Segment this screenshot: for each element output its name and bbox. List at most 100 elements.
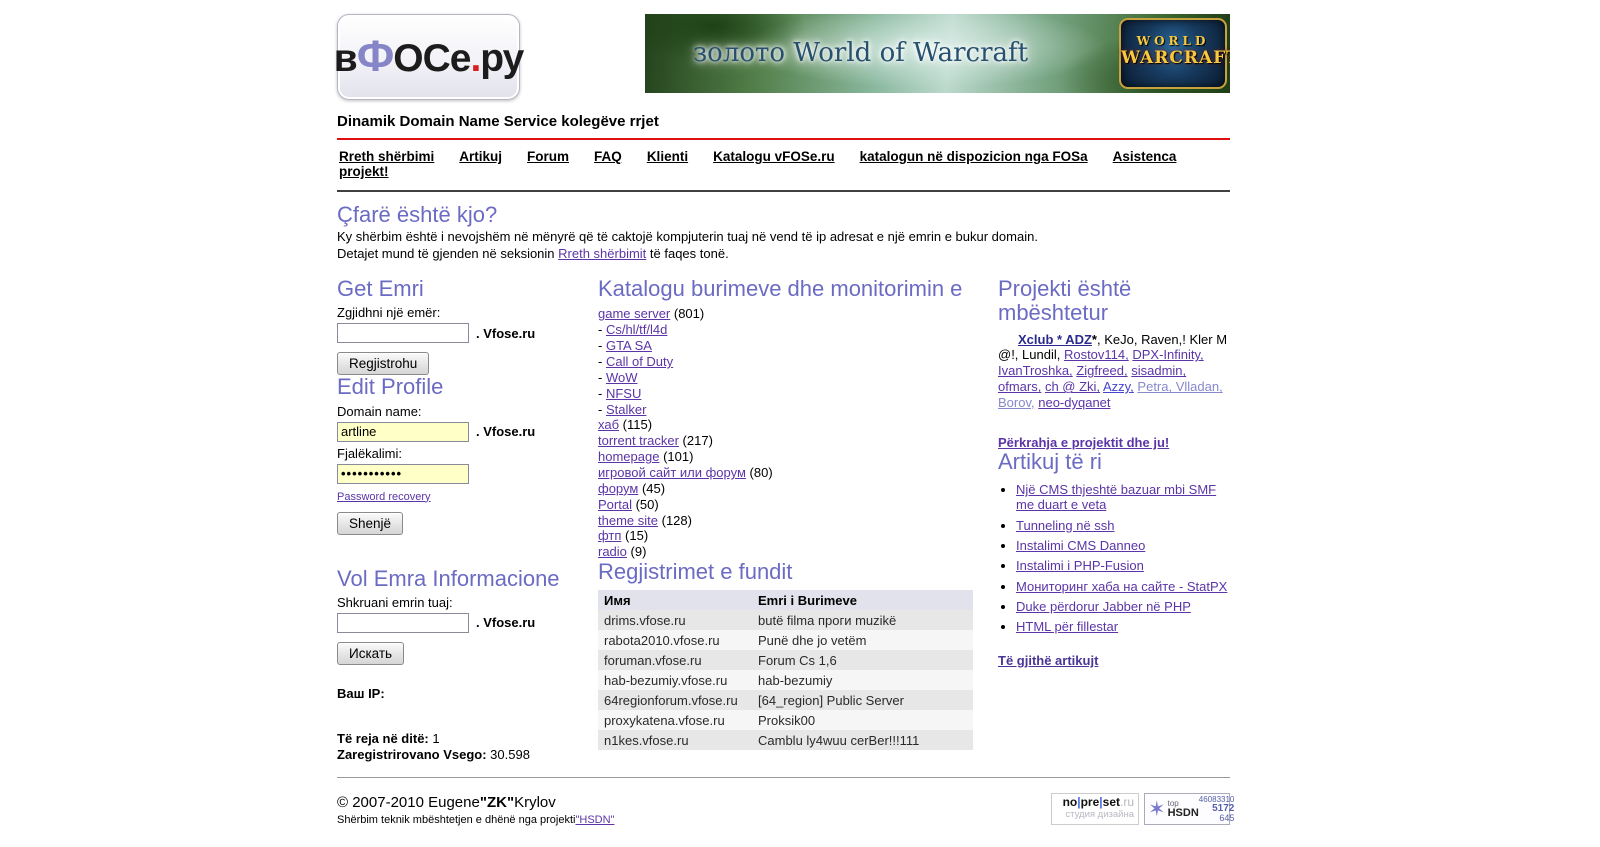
nav-item[interactable]: Asistenca projekt! (339, 149, 1177, 179)
article-link[interactable]: Мониторинг хаба на сайте - StatPX (1016, 578, 1228, 594)
catalog-count: (50) (635, 496, 659, 512)
catalog-link[interactable]: игровой сайт или форум (598, 465, 746, 481)
logo-part: ру (480, 37, 524, 80)
catalog-link[interactable]: homepage (598, 449, 660, 465)
warcraft-logo-line1: WORLD (1136, 34, 1210, 48)
hsdn-counter-1: 46083310 (1198, 794, 1235, 804)
tech-support-text: Shërbim teknik mbështetjen e dhënë nga p… (337, 814, 576, 827)
catalog-link[interactable]: фтп (598, 528, 622, 544)
whois-input[interactable] (337, 612, 469, 633)
middle-column: Katalogu burimeve dhe monitorimin e game… (598, 277, 998, 763)
article-link[interactable]: Një CMS thjeshtë bazuar mbi SMF me duart… (1016, 482, 1217, 513)
site-logo[interactable]: вФОСе.ру (333, 14, 524, 100)
catalog-link[interactable]: NFSU (605, 385, 642, 401)
nav-item[interactable]: Forum (527, 149, 570, 164)
table-row: hab-bezumiy.vfose.ru hab-bezumiy (598, 670, 973, 691)
left-column: Get Emri Zgjidhni një emër: . Vfose.ru R… (337, 277, 598, 763)
registered-total-value: 30.598 (486, 747, 530, 763)
catalog-link[interactable]: theme site (598, 512, 658, 528)
supporter-link[interactable]: neo-dyqanet (1038, 395, 1111, 411)
nav-item[interactable]: Artikuj (459, 149, 503, 164)
supporter-link[interactable]: DPX-Infinity, (1132, 347, 1204, 363)
catalog-count: (15) (625, 528, 649, 544)
footer: © 2007-2010 Eugene"ZK"Krylov Shërbim tek… (337, 777, 1234, 847)
catalog-link[interactable]: WoW (605, 369, 638, 385)
catalog-link[interactable]: форум (598, 480, 639, 496)
article-item: Tunneling në ssh (1016, 518, 1230, 533)
logo-part: в (333, 37, 358, 80)
article-link[interactable]: Instalimi i PHP-Fusion (1016, 558, 1144, 574)
catalog-row: Portal (50) (598, 497, 998, 513)
password-input[interactable] (337, 463, 469, 484)
catalog-row: - Stalker (598, 402, 998, 418)
nav-item[interactable]: katalogun në dispozicion nga FOSa (859, 149, 1088, 164)
catalog-link[interactable]: game server (598, 306, 671, 322)
register-button[interactable]: Regjistrohu (337, 352, 430, 376)
article-item: Një CMS thjeshtë bazuar mbi SMF me duart… (1016, 482, 1230, 513)
table-row: 64regionforum.vfose.ru [64_region] Public… (598, 690, 973, 711)
all-articles-link[interactable]: Të gjithë artikujt (998, 652, 1099, 668)
catalog-link[interactable]: torrent tracker (598, 433, 679, 449)
article-link[interactable]: Tunneling në ssh (1016, 517, 1115, 533)
catalog-count: (9) (630, 544, 647, 560)
supporter-link[interactable]: Petra, Vlladan, Borov, (998, 379, 1223, 411)
supporter-link[interactable]: Rostov114, (1063, 347, 1129, 363)
banner-ad[interactable]: золото World of Warcraft WORLD WARCRAFT (645, 14, 1230, 93)
hsdn-link[interactable]: "HSDN" (575, 814, 615, 827)
article-link[interactable]: Duke përdorur Jabber në PHP (1016, 599, 1191, 615)
nav-item[interactable]: Klienti (646, 149, 689, 164)
column-header: Emri i Burimeve (752, 590, 973, 611)
catalog-row: - GTA SA (598, 338, 998, 354)
stats-block: Të reja në ditë: 1 Zaregistrirovano Vseg… (337, 731, 598, 764)
supporter-link[interactable]: Zigfreed, (1076, 363, 1128, 379)
supporter-link[interactable]: ofmars, (998, 379, 1042, 395)
nav-item[interactable]: Katalogu vFOSe.ru (713, 149, 835, 164)
edit-profile-title: Edit Profile (337, 374, 444, 400)
nav-item[interactable]: Rreth shërbimi (339, 149, 435, 164)
new-domain-input[interactable] (337, 323, 469, 344)
catalog-link[interactable]: Call of Duty (605, 354, 674, 370)
hsdn-counter-badge[interactable]: ✶ top HSDN 46083310 5172 645 (1144, 793, 1234, 826)
catalog-row: radio (9) (598, 544, 998, 560)
supporter-link[interactable]: IvanTroshka, (998, 363, 1073, 379)
right-column: Projekti është mbështetur Xclub * ADZ*, … (998, 277, 1230, 763)
registered-total-label: Zaregistrirovano Vsego: (337, 747, 487, 763)
intro-title: Çfarë është kjo? (337, 202, 498, 227)
intro-section: Çfarë është kjo? Ky shërbim është i nevo… (337, 202, 1230, 261)
catalog-link[interactable]: Cs/hl/tf/l4d (605, 322, 668, 338)
sign-in-button[interactable]: Shenjë (337, 511, 404, 535)
search-button[interactable]: Искать (337, 641, 405, 665)
article-item: HTML për fillestar (1016, 619, 1230, 634)
catalog-link[interactable]: хаб (598, 417, 620, 433)
logo-phi: Ф (356, 32, 395, 81)
nopreset-badge[interactable]: no|pre|set.ru студия дизайна (1051, 793, 1139, 826)
nav-item[interactable]: FAQ (594, 149, 622, 164)
column-header: Имя (598, 590, 752, 611)
password-label: Fjalëkalimi: (337, 445, 403, 461)
hsdn-top-label: top (1167, 798, 1179, 808)
supporter-link[interactable]: Xclub * ADZ (1018, 331, 1092, 347)
article-link[interactable]: Instalimi CMS Danneo (1016, 538, 1146, 554)
main-columns: Get Emri Zgjidhni një emër: . Vfose.ru R… (337, 277, 1230, 763)
whois-label: Shkruani emrin tuaj: (337, 594, 453, 610)
catalog-link[interactable]: Stalker (605, 401, 647, 417)
supporter-link[interactable]: sisadmin, (1131, 363, 1187, 379)
domain-name-input[interactable] (337, 421, 469, 442)
catalog-link[interactable]: Portal (598, 496, 632, 512)
catalog-link[interactable]: radio (598, 544, 627, 560)
supporter-link[interactable]: Azzy, (1102, 379, 1134, 395)
catalog-row: форум (45) (598, 481, 998, 497)
domain-suffix: . Vfose.ru (476, 325, 536, 341)
article-link[interactable]: HTML për fillestar (1016, 619, 1119, 635)
about-service-link[interactable]: Rreth shërbimit (558, 246, 647, 262)
intro-line2: Detajet mund të gjenden në seksionin Rre… (337, 247, 1230, 261)
catalog-dash: - (598, 369, 606, 385)
catalog-link[interactable]: GTA SA (605, 338, 652, 354)
password-recovery-link[interactable]: Password recovery (337, 490, 431, 503)
registered-total: Zaregistrirovano Vsego: 30.598 (337, 747, 598, 763)
supporter-link[interactable]: ch @ Zki, (1044, 379, 1101, 395)
table-cell: drims.vfose.ru (604, 612, 686, 628)
catalog-dash: - (598, 322, 606, 338)
copyright-pre: © 2007-2010 Eugene (337, 794, 480, 812)
support-project-link[interactable]: Përkrahja e projektit dhe ju! (998, 434, 1170, 450)
